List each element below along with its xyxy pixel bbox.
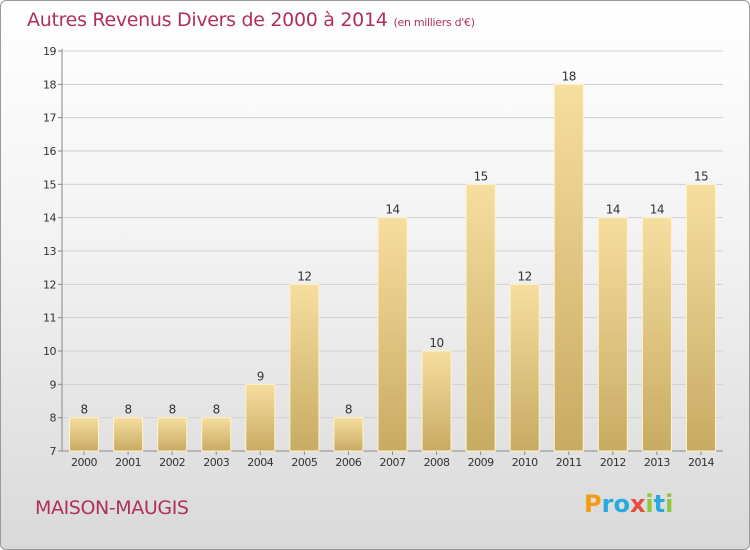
bar-2003 <box>201 417 232 452</box>
value-label-2000: 8 <box>80 403 87 417</box>
logo-letter: t <box>653 490 666 518</box>
value-label-2007: 14 <box>385 203 399 217</box>
y-tick-label: 9 <box>50 378 57 391</box>
value-label-2003: 8 <box>213 403 220 417</box>
logo-letter: i <box>645 490 654 518</box>
y-tick-label: 14 <box>43 212 56 225</box>
logo-letter: x <box>629 490 646 518</box>
proxiti-logo: Proxiti <box>584 490 673 518</box>
value-label-2002: 8 <box>169 403 176 417</box>
bar-2014 <box>685 183 716 452</box>
x-tick-label-2011: 2011 <box>556 456 582 469</box>
value-label-2005: 12 <box>297 269 311 283</box>
bar-2002 <box>157 417 188 452</box>
x-tick-label-2003: 2003 <box>203 456 229 469</box>
logo-letter: o <box>613 490 630 518</box>
value-label-2001: 8 <box>125 403 132 417</box>
bar-2008 <box>421 350 452 452</box>
x-tick-label-2010: 2010 <box>512 456 538 469</box>
value-label-2013: 14 <box>650 203 664 217</box>
x-tick-label-2007: 2007 <box>380 456 406 469</box>
bar-2013 <box>641 217 672 452</box>
bar-2009 <box>465 183 496 452</box>
value-label-2012: 14 <box>606 203 620 217</box>
x-tick-label-2000: 2000 <box>71 456 97 469</box>
bar-2004 <box>245 383 276 452</box>
x-tick-label-2014: 2014 <box>688 456 714 469</box>
value-label-2014: 15 <box>694 169 708 183</box>
axis-layer: 7 8 9 10 11 12 13 14 15 16 17 18 19 <box>43 45 723 458</box>
y-tick-label: 15 <box>43 178 56 191</box>
x-tick-label-2009: 2009 <box>468 456 494 469</box>
y-tick-label: 16 <box>43 145 56 158</box>
commune-name: MAISON-MAUGIS <box>35 497 189 519</box>
bar-2001 <box>113 417 144 452</box>
x-tick-label-2013: 2013 <box>644 456 670 469</box>
x-tick-label-2012: 2012 <box>600 456 626 469</box>
x-tick-label-2006: 2006 <box>335 456 361 469</box>
x-tick-label-2004: 2004 <box>247 456 273 469</box>
x-tick-label-2001: 2001 <box>115 456 141 469</box>
label-layer: 8 2000 8 2001 8 2002 8 2003 9 2004 12 2005 8 2006 14 20… <box>71 69 715 469</box>
value-label-2004: 9 <box>257 369 264 383</box>
y-tick-label: 11 <box>43 312 56 325</box>
y-tick-label: 7 <box>50 445 57 458</box>
x-tick-label-2008: 2008 <box>424 456 450 469</box>
chart-title: Autres Revenus Divers de 2000 à 2014 (en … <box>27 9 475 31</box>
y-tick-label: 10 <box>43 345 56 358</box>
bar-layer <box>69 83 716 452</box>
bar-2006 <box>333 417 364 452</box>
logo-letter: r <box>601 490 614 518</box>
bar-2010 <box>509 283 540 452</box>
value-label-2010: 12 <box>518 269 532 283</box>
y-tick-label: 12 <box>43 278 56 291</box>
logo-letter: i <box>665 490 674 518</box>
value-label-2009: 15 <box>473 169 487 183</box>
value-label-2011: 18 <box>562 69 576 83</box>
x-tick-label-2005: 2005 <box>291 456 317 469</box>
title-text: Autres Revenus Divers de 2000 à 2014 <box>27 9 388 31</box>
bar-2000 <box>69 417 100 452</box>
value-label-2006: 8 <box>345 403 352 417</box>
y-tick-label: 13 <box>43 245 56 258</box>
y-tick-label: 8 <box>50 412 57 425</box>
logo-letter: P <box>584 490 602 518</box>
title-unit: (en milliers d'€) <box>393 16 475 29</box>
bar-2012 <box>597 217 628 452</box>
bar-2011 <box>553 83 584 452</box>
y-tick-label: 17 <box>43 112 56 125</box>
value-label-2008: 10 <box>429 336 443 350</box>
x-tick-label-2002: 2002 <box>159 456 185 469</box>
bar-2007 <box>377 217 408 452</box>
bar-2005 <box>289 283 320 452</box>
y-tick-label: 19 <box>43 45 56 58</box>
y-tick-label: 18 <box>43 78 56 91</box>
